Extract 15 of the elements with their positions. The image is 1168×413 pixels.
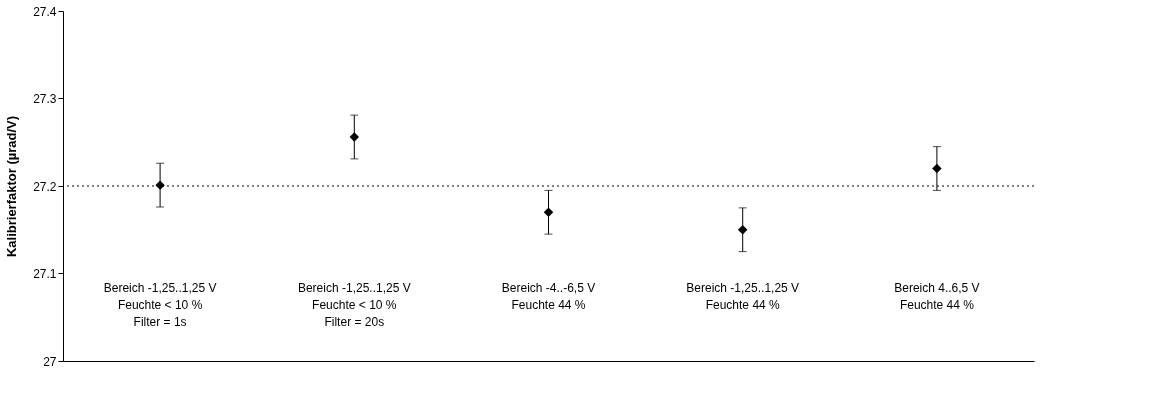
x-tick-label: Bereich -1,25..1,25 V Feuchte < 10 % Filter = 20s (297, 281, 411, 329)
y-tick-label: 27.4 (33, 4, 57, 19)
x-tick-label: Bereich 4..6,5 V Feuchte 44 % (894, 281, 980, 312)
point (349, 132, 360, 142)
x-tick-label: Bereich -4..-6,5 V Feuchte 44 % (501, 281, 596, 312)
y-tick-label: 27 (43, 354, 57, 369)
x-tick-label: Bereich -1,25..1,25 V Feuchte < 10 % Filter = 1s (103, 281, 217, 329)
y-axis-title: Kalibrierfaktor (µrad/V) (4, 115, 20, 258)
point (543, 207, 554, 217)
x-tick-label: Bereich -1,25..1,25 V Feuchte 44 % (686, 281, 800, 312)
y-tick-label: 27.2 (33, 179, 57, 194)
point (932, 163, 942, 174)
y-tick-label: 27.1 (33, 267, 57, 281)
point (737, 225, 748, 235)
y-tick-label: 27.3 (33, 92, 57, 106)
